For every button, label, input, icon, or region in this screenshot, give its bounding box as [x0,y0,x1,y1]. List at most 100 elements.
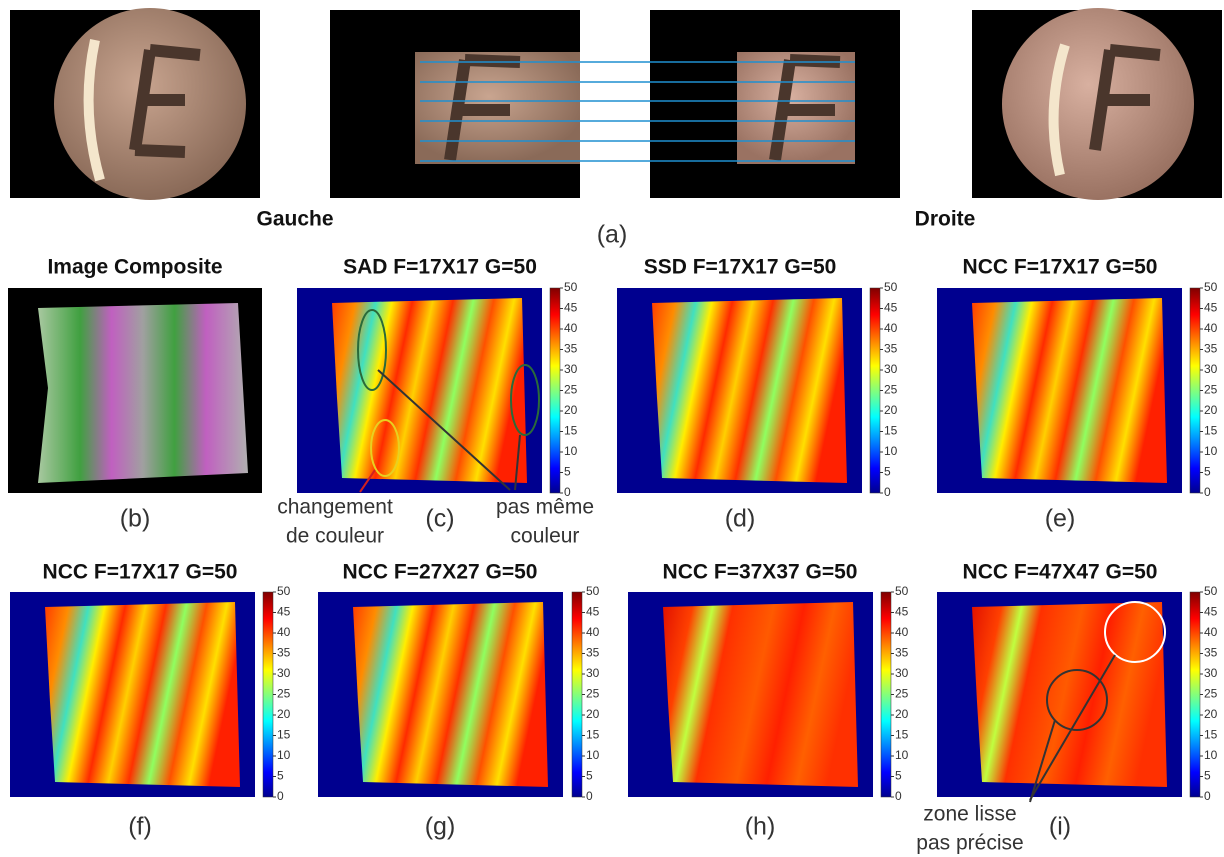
colorbar-tick-label: 40 [1204,321,1218,335]
panel-title: SSD F=17X17 G=50 [644,256,837,279]
colorbar [869,287,881,494]
colorbar-tick-label: 35 [277,646,291,660]
colorbar-tick-label: 45 [277,605,291,619]
annotation-circle [357,309,387,391]
colorbar-tick-label: 25 [586,687,600,701]
annotation-circle [370,419,400,477]
colorbar-tick-label: 0 [277,789,284,803]
disparity-map [652,298,847,483]
colorbar-tick-label: 35 [586,646,600,660]
disparity-map [663,602,858,787]
colorbar-tick-label: 50 [895,584,909,598]
colorbar-tick-label: 30 [895,666,909,680]
colorbar-tick-label: 5 [895,769,902,783]
annotation: changement [277,496,393,519]
colorbar-tick-label: 20 [1204,403,1218,417]
panel-caption: (c) [425,505,454,533]
composite-image [38,303,248,483]
panel-caption: (g) [425,813,456,841]
disparity-map [972,298,1167,483]
colorbar-tick-label: 25 [564,383,578,397]
colorbar-tick-label: 10 [895,748,909,762]
colorbar-tick-label: 15 [586,728,600,742]
panel-title: NCC F=37X37 G=50 [663,561,858,584]
colorbar-tick-label: 15 [564,424,578,438]
annotation: de couleur [286,525,384,548]
annotation-arrow [1029,719,1056,803]
colorbar-tick-label: 45 [564,301,578,315]
annotation: couleur [511,525,580,548]
colorbar-tick-label: 30 [884,362,898,376]
panel-title: NCC F=17X17 G=50 [43,561,238,584]
colorbar-tick-label: 5 [277,769,284,783]
colorbar [1189,287,1201,494]
disparity-map [332,298,527,483]
annotation-circle [1104,601,1166,663]
annotation-circle [510,364,540,436]
colorbar [1189,591,1201,798]
annotation-arrow [514,434,521,491]
colorbar-tick-label: 50 [277,584,291,598]
colorbar-tick-label: 5 [884,465,891,479]
colorbar-tick-label: 40 [895,625,909,639]
colorbar [880,591,892,798]
colorbar-tick-label: 20 [564,403,578,417]
colorbar-tick-label: 50 [1204,584,1218,598]
colorbar-tick-label: 20 [277,707,291,721]
panel-title: NCC F=47X47 G=50 [963,561,1158,584]
panel-caption: (e) [1045,505,1076,533]
annotation-arrow [377,369,511,491]
colorbar-tick-label: 35 [884,342,898,356]
caption: (a) [597,221,628,249]
panel-title: Image Composite [47,256,222,279]
colorbar-tick-label: 35 [1204,646,1218,660]
colorbar-tick-label: 10 [1204,444,1218,458]
panels: Image Composite (b) SAD F=17X17 G=50 (c) 0 5 1… [8,256,1218,855]
colorbar-tick-label: 50 [586,584,600,598]
colorbar-tick-label: 0 [1204,789,1211,803]
colorbar-tick-label: 50 [1204,280,1218,294]
colorbar-tick-label: 5 [1204,465,1211,479]
annotation: pas même [496,496,594,519]
annotation-arrow [359,469,376,493]
colorbar-tick-label: 15 [895,728,909,742]
colorbar-tick-label: 15 [1204,424,1218,438]
colorbar-tick-label: 50 [564,280,578,294]
colorbar [571,591,583,798]
colorbar-tick-label: 15 [277,728,291,742]
colorbar-tick-label: 10 [277,748,291,762]
colorbar-tick-label: 10 [884,444,898,458]
colorbar-tick-label: 25 [1204,687,1218,701]
colorbar-tick-label: 5 [1204,769,1211,783]
colorbar-tick-label: 5 [586,769,593,783]
top-images [10,8,1222,200]
colorbar-tick-label: 25 [884,383,898,397]
disparity-map [45,602,240,787]
colorbar-tick-label: 10 [586,748,600,762]
colorbar-tick-label: 30 [1204,666,1218,680]
colorbar-tick-label: 20 [895,707,909,721]
panel-caption: (d) [725,505,756,533]
disparity-map [353,602,548,787]
colorbar-tick-label: 35 [895,646,909,660]
panel-caption: (i) [1049,813,1071,841]
panel-caption: (f) [128,813,152,841]
colorbar-tick-label: 20 [884,403,898,417]
panel-title: SAD F=17X17 G=50 [343,256,537,279]
colorbar [549,287,561,494]
panel-title: NCC F=17X17 G=50 [963,256,1158,279]
colorbar-tick-label: 40 [586,625,600,639]
right-label: Droite [915,208,976,231]
colorbar-tick-label: 30 [277,666,291,680]
colorbar-tick-label: 45 [586,605,600,619]
colorbar-tick-label: 25 [1204,383,1218,397]
colorbar-tick-label: 35 [564,342,578,356]
colorbar-tick-label: 45 [895,605,909,619]
colorbar-tick-label: 45 [1204,605,1218,619]
colorbar-tick-label: 20 [1204,707,1218,721]
colorbar-tick-label: 20 [586,707,600,721]
disparity-map [972,602,1167,787]
panel-title: NCC F=27X27 G=50 [343,561,538,584]
colorbar-tick-label: 35 [1204,342,1218,356]
annotation-circle [1046,669,1108,731]
